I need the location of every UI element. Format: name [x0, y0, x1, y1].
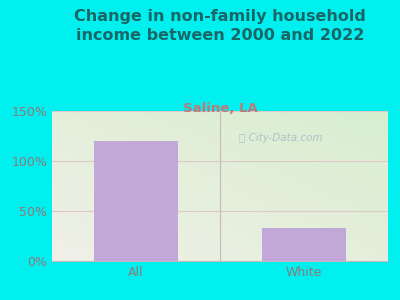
- Text: ⓘ City-Data.com: ⓘ City-Data.com: [239, 133, 322, 143]
- Text: Change in non-family household
income between 2000 and 2022: Change in non-family household income be…: [74, 9, 366, 43]
- Bar: [262, 228, 346, 261]
- Bar: [94, 141, 178, 261]
- Text: Saline, LA: Saline, LA: [183, 102, 257, 115]
